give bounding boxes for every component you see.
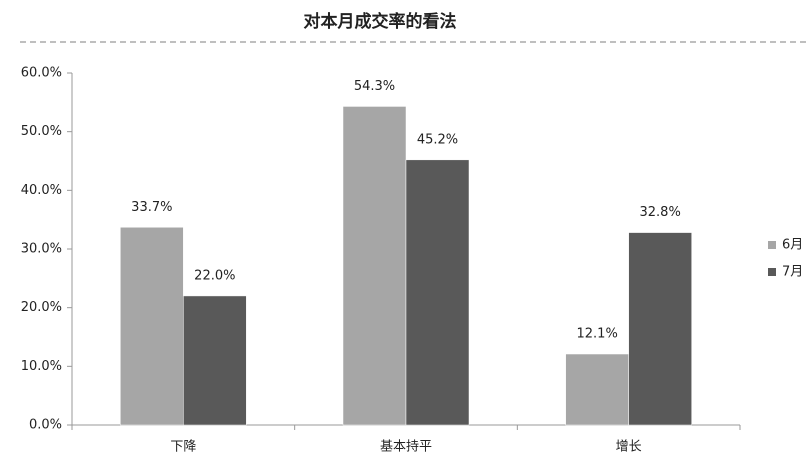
x-tick-label: 基本持平 <box>380 440 432 455</box>
x-tick-label: 下降 <box>170 440 196 455</box>
bar <box>183 295 247 426</box>
y-tick-label: 30.0% <box>21 242 62 257</box>
y-tick-label: 10.0% <box>21 359 62 374</box>
y-tick-label: 60.0% <box>21 66 62 81</box>
x-tick-label: 增长 <box>616 440 642 455</box>
y-tick-label: 40.0% <box>21 183 62 198</box>
value-label: 33.7% <box>131 200 172 215</box>
legend-swatch <box>768 268 776 276</box>
y-tick-label: 20.0% <box>21 300 62 315</box>
legend-label: 6月 <box>782 238 803 253</box>
value-label: 54.3% <box>354 79 395 94</box>
bar <box>628 232 692 426</box>
chart-title: 对本月成交率的看法 <box>304 11 457 32</box>
bar <box>120 227 184 426</box>
value-label: 22.0% <box>194 268 235 283</box>
bar <box>565 353 629 426</box>
legend-label: 7月 <box>782 265 803 280</box>
legend-swatch <box>768 241 776 249</box>
value-label: 45.2% <box>417 132 458 147</box>
bar <box>342 106 407 426</box>
value-label: 32.8% <box>640 205 681 220</box>
value-label: 12.1% <box>577 327 618 342</box>
y-tick-label: 50.0% <box>21 124 62 139</box>
y-tick-label: 0.0% <box>29 418 62 433</box>
bar <box>405 159 470 426</box>
